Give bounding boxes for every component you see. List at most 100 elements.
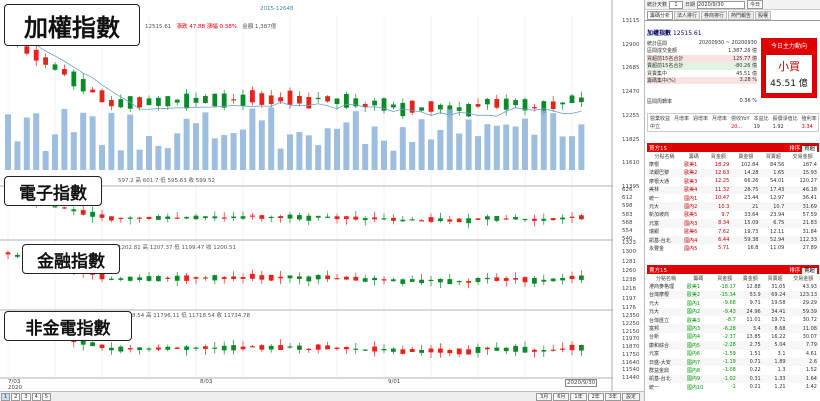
table-row[interactable]: 元富 國內6 -1.59 1.51 3.1 4.61 (647, 349, 819, 358)
table-row[interactable]: 統一 國內1 10.47 23.44 12.97 36.41 (647, 193, 819, 203)
table-row[interactable]: 凱基-台北 國內9 -1.02 0.31 1.33 1.64 (647, 374, 819, 384)
index-title: 加權指數 12515.61 (647, 30, 702, 37)
tab-report[interactable]: 熱門報告 (728, 11, 755, 20)
range-2y-button[interactable]: 2年 (587, 392, 604, 401)
candle-body (174, 347, 180, 349)
candle-body (137, 97, 142, 108)
candle-body (409, 219, 415, 221)
table-row[interactable]: 統一 國內10 -1 0.21 1.21 1.42 (647, 383, 819, 392)
table-row[interactable]: 日盛-大安 國內7 -1.19 0.71 1.89 2.6 (647, 357, 819, 367)
table-cell: -18.17 (719, 283, 736, 290)
candle-body (485, 98, 490, 105)
column-header[interactable]: 交易金額 (792, 153, 813, 160)
today-button[interactable]: 今日 (747, 0, 764, 9)
candle-body (532, 107, 537, 109)
table-row[interactable]: 瑞銀 歐美6 7.62 19.73 12.11 31.84 (647, 227, 819, 236)
main-force-label: 小買 (778, 60, 800, 73)
table-cell: 凱基-台北 (649, 237, 671, 244)
nonfe-info: 11718.54 高 11796.11 低 11718.54 收 11734.7… (118, 313, 250, 319)
table-row[interactable]: 凱基-台北 國內4 6.44 59.38 52.94 112.33 (647, 235, 819, 245)
column-header[interactable]: 分點名稱 (654, 153, 675, 160)
column-header[interactable]: 賣金額 (742, 275, 758, 282)
table-row[interactable]: 富邦 國內3 -6.28 3.4 8.68 11.08 (647, 324, 819, 333)
tab-equity[interactable]: 股權 (755, 11, 772, 20)
table-cell: 24.96 (746, 308, 761, 315)
candle-body (344, 276, 349, 280)
tab-chip-analysis[interactable]: 籌碼分析 (647, 11, 674, 20)
page-tab[interactable]: 1 (1, 392, 11, 401)
table-row[interactable]: 台灣匯立 歐美3 -8.7 11.01 19.71 30.72 (647, 315, 819, 325)
axis-tick-label: 12470 (622, 89, 640, 96)
axis-tick-label: 1323 (622, 240, 636, 246)
date-input[interactable]: 2020/9/30 (697, 0, 746, 9)
table-cell: 3.4 (752, 325, 761, 332)
table-row[interactable]: 元富 國內3 8.34 15.09 6.75 21.83 (647, 219, 819, 228)
column-header[interactable]: 籌碼 (693, 275, 704, 282)
column-header[interactable]: 買賣超 (767, 275, 783, 282)
column-header[interactable]: 買金額 (717, 275, 733, 282)
table-cell: -15.34 (719, 291, 736, 298)
range-1y-button[interactable]: 1年 (570, 392, 587, 401)
table-cell: 16.22 (771, 333, 786, 340)
page-tab[interactable]: 4 (31, 392, 41, 401)
column-header[interactable]: 買賣超 (765, 153, 781, 160)
range-3y-button[interactable]: 3年 (604, 392, 621, 401)
chart-area[interactable]: 12515.61 漲跌 47.88 漲幅 0.38% 金額 1,387億 201… (0, 0, 640, 391)
table-row[interactable]: 美林 歐美4 11.32 28.75 17.43 46.18 (647, 185, 819, 194)
stat-header: 營收YoY (731, 115, 750, 122)
axis-tick-label: 540 (622, 236, 633, 242)
table-row[interactable]: 台新 國內4 -2.37 13.85 16.22 30.07 (647, 332, 819, 342)
candle-body (475, 218, 481, 220)
candle-body (456, 348, 462, 355)
table-cell: 102.84 (741, 161, 759, 168)
candle-body (165, 346, 171, 350)
page-tab[interactable]: 2 (11, 392, 21, 401)
axis-tick-label: 11540 (622, 367, 640, 374)
table-row[interactable]: 摩根大通 歐美3 12.25 66.26 54.01 120.27 (647, 177, 819, 186)
page-tab[interactable]: 3 (21, 392, 31, 401)
sell-sort-select[interactable]: 賣超 (801, 267, 817, 274)
candlestick-chart[interactable] (0, 0, 613, 391)
column-header[interactable]: 買金額 (710, 153, 726, 160)
table-row[interactable]: 摩根 歐美1 18.29 102.84 84.56 187.4 (647, 160, 819, 169)
table-row[interactable]: 康和綜合 國內5 -2.28 2.75 5.04 7.79 (647, 341, 819, 350)
table-row[interactable]: 元大 國內1 -9.68 9.71 19.58 29.29 (647, 299, 819, 308)
table-row[interactable]: 港商麥格理 歐美1 -18.17 12.88 31.05 43.93 (647, 282, 819, 291)
column-header[interactable]: 賣金額 (738, 153, 754, 160)
candle-body (156, 216, 161, 220)
table-row[interactable]: 台灣摩根 歐美2 -15.34 53.9 69.24 123.13 (647, 290, 819, 300)
table-cell: 11.01 (746, 317, 761, 324)
table-row[interactable]: 法銀巴黎 歐美2 12.63 14.28 1.65 15.93 (647, 168, 819, 178)
candle-body (109, 278, 114, 280)
column-header[interactable]: 交易金額 (793, 275, 814, 282)
settings-button[interactable]: 設定 (621, 392, 640, 401)
table-cell: 永豐金 (649, 245, 665, 252)
buy-header: 買方15 排序 買超 (647, 143, 819, 152)
column-header[interactable]: 籌碼 (688, 153, 699, 160)
table-row[interactable]: 群益金鼎 國內8 -1.08 0.22 1.3 1.52 (647, 366, 819, 375)
tab-broker[interactable]: 券商排行 (701, 11, 728, 20)
candle-body (240, 346, 246, 350)
candle-body (325, 96, 330, 102)
candle-body (203, 96, 208, 103)
days-select[interactable]: 1 (669, 0, 684, 9)
range-6m-button[interactable]: 6月 (553, 392, 570, 401)
table-row[interactable]: 元大 國內2 10.3 21 10.7 31.69 (647, 202, 819, 211)
candle-body (250, 90, 255, 103)
tab-institutional[interactable]: 法人排行 (674, 11, 701, 20)
buy-sort-select[interactable]: 買超 (801, 145, 817, 152)
table-cell: 112.33 (799, 237, 818, 244)
candle-body (62, 69, 67, 75)
table-row[interactable]: 元大 國內2 -9.43 24.96 34.41 59.39 (647, 307, 819, 316)
column-header[interactable]: 分點名稱 (655, 275, 676, 282)
table-cell: 1.89 (774, 359, 786, 366)
table-cell: 元富 (649, 220, 660, 227)
page-tab[interactable]: 5 (41, 392, 51, 401)
range-3m-button[interactable]: 3月 (536, 392, 553, 401)
candle-body (579, 97, 584, 103)
table-row[interactable]: 永豐金 國內5 5.71 16.8 11.09 27.89 (647, 244, 819, 253)
stat-cell (710, 122, 729, 130)
axis-tick-label: 13115 (622, 18, 640, 24)
table-cell: 33.64 (744, 211, 759, 218)
table-row[interactable]: 新加坡商 歐美5 9.7 33.64 23.94 57.59 (647, 210, 819, 220)
